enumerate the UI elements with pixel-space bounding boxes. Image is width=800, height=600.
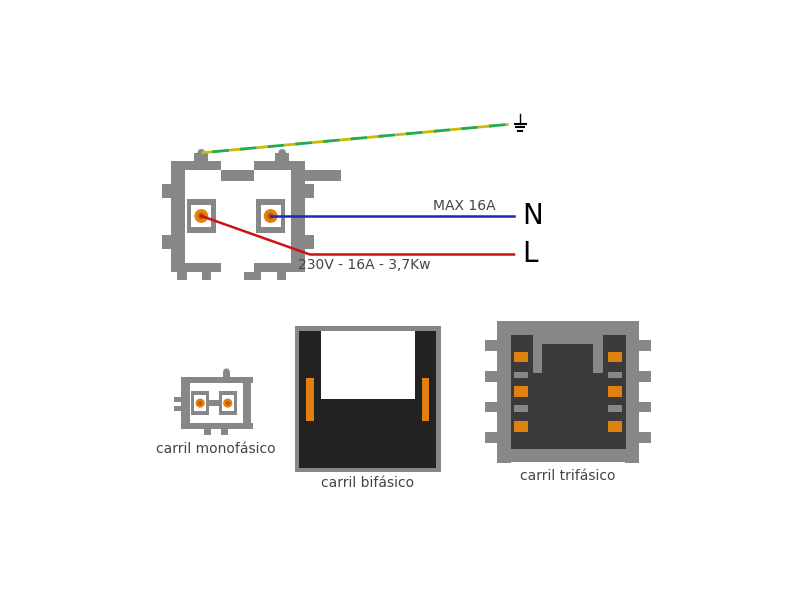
Text: 230V - 16A - 3,7Kw: 230V - 16A - 3,7Kw xyxy=(298,257,430,272)
Bar xyxy=(190,383,243,423)
Bar xyxy=(222,170,341,181)
Bar xyxy=(181,423,253,429)
Circle shape xyxy=(194,209,208,223)
Bar xyxy=(485,433,497,443)
Bar xyxy=(254,170,290,263)
Bar xyxy=(204,429,210,434)
Bar xyxy=(414,331,436,468)
Bar xyxy=(242,377,251,429)
Bar xyxy=(256,199,286,233)
Bar xyxy=(178,272,186,280)
Bar xyxy=(185,170,222,263)
Bar xyxy=(368,399,414,468)
Bar xyxy=(485,340,497,351)
Bar xyxy=(245,272,254,280)
Bar xyxy=(218,391,237,415)
Bar xyxy=(181,377,253,383)
Bar xyxy=(185,263,222,272)
Bar xyxy=(294,326,441,472)
Bar xyxy=(222,371,230,377)
Bar xyxy=(485,371,497,382)
Bar xyxy=(222,395,234,411)
Bar xyxy=(608,352,622,362)
Bar xyxy=(514,371,528,377)
Bar xyxy=(194,395,206,411)
Bar xyxy=(221,429,228,434)
Bar xyxy=(202,272,211,280)
Text: carril monofásico: carril monofásico xyxy=(156,442,276,455)
Bar xyxy=(277,272,286,280)
Bar xyxy=(181,377,190,429)
Bar xyxy=(638,401,651,412)
Bar xyxy=(497,449,639,463)
Bar xyxy=(186,199,216,233)
Bar xyxy=(608,421,622,431)
Bar xyxy=(171,161,185,272)
Bar xyxy=(542,344,594,373)
Bar xyxy=(608,371,622,377)
Bar xyxy=(174,406,181,411)
Bar xyxy=(321,399,368,468)
Circle shape xyxy=(198,149,205,157)
Bar xyxy=(305,184,314,197)
Bar xyxy=(638,340,651,351)
Circle shape xyxy=(267,213,274,219)
Bar xyxy=(514,421,528,431)
Bar xyxy=(185,161,222,170)
Bar xyxy=(210,400,218,406)
Circle shape xyxy=(223,398,232,407)
Bar xyxy=(254,263,290,272)
Text: carril trifásico: carril trifásico xyxy=(520,469,616,482)
Bar xyxy=(191,391,210,415)
Text: N: N xyxy=(522,202,543,230)
Bar xyxy=(299,331,436,468)
Circle shape xyxy=(510,115,530,134)
Circle shape xyxy=(198,401,202,405)
Circle shape xyxy=(198,213,205,219)
Bar xyxy=(514,352,528,362)
Bar xyxy=(534,335,602,373)
Bar xyxy=(422,379,430,421)
Circle shape xyxy=(195,398,205,407)
Bar xyxy=(608,386,622,397)
Bar xyxy=(191,205,211,227)
Bar xyxy=(261,205,281,227)
Text: MAX 16A: MAX 16A xyxy=(433,199,496,213)
Bar xyxy=(162,235,171,249)
Text: carril bifásico: carril bifásico xyxy=(321,476,414,490)
Circle shape xyxy=(278,149,286,157)
Bar xyxy=(485,401,497,412)
Bar xyxy=(306,379,314,421)
Bar xyxy=(252,272,262,280)
Bar xyxy=(321,331,414,399)
Bar xyxy=(299,331,321,468)
Circle shape xyxy=(226,401,230,405)
Bar xyxy=(511,335,626,449)
Bar xyxy=(497,321,639,335)
Bar xyxy=(305,235,314,249)
Bar xyxy=(194,153,208,161)
Bar xyxy=(174,397,181,402)
Bar xyxy=(625,321,638,463)
Bar xyxy=(638,433,651,443)
Bar xyxy=(162,184,171,197)
Bar xyxy=(275,153,289,161)
Bar xyxy=(290,161,305,272)
Circle shape xyxy=(264,209,278,223)
Bar xyxy=(638,371,651,382)
Bar xyxy=(514,386,528,397)
Bar xyxy=(497,321,511,463)
Bar xyxy=(608,406,622,412)
Bar xyxy=(254,161,290,170)
Bar xyxy=(514,406,528,412)
Text: L: L xyxy=(522,241,538,268)
Circle shape xyxy=(223,368,230,375)
Bar xyxy=(222,181,275,252)
